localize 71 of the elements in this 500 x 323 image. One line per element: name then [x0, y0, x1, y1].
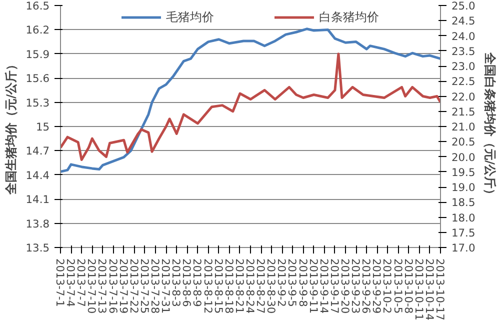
x-tick-label: 2013-7-13 — [96, 258, 109, 314]
x-tick-label: 2013-7-16 — [106, 258, 120, 314]
y2-tick-label: 22.0 — [452, 90, 476, 104]
x-tick-label: 2013-8-6 — [180, 258, 194, 308]
x-tick-label: 2013-9-11 — [306, 258, 320, 314]
x-tick-label: 2013-10-8 — [402, 258, 415, 314]
x-tick-label: 2013-8-21 — [232, 258, 246, 314]
legend-label: 毛猪均价 — [166, 8, 214, 26]
x-tick-label: 2013-8-9 — [190, 258, 204, 308]
y2-tick-label: 24.0 — [452, 30, 476, 43]
x-tick-label: 2013-8-27 — [254, 258, 268, 314]
x-tick-label: 2013-9-26 — [360, 258, 373, 314]
y-tick-label: 13.5 — [26, 242, 50, 254]
y-tick-label: 13.8 — [26, 217, 50, 230]
x-tick-label: 2013-7-4 — [64, 258, 78, 308]
y2-tick-label: 21.5 — [452, 105, 476, 118]
x-tick-label: 2013-10-11 — [412, 258, 426, 320]
y2-tick-label: 18.0 — [452, 211, 476, 224]
x-tick-label: 2013-9-5 — [286, 258, 299, 307]
x-tick-label: 2013-9-17 — [328, 258, 341, 314]
y-tick-label: 14.7 — [26, 144, 50, 158]
x-tick-label: 2013-8-15 — [212, 258, 225, 314]
x-tick-label: 2013-9-23 — [349, 258, 362, 314]
x-tick-label: 2013-8-18 — [222, 258, 236, 314]
x-tick-label: 2013-8-24 — [244, 258, 256, 314]
y-tick-label: 16.5 — [26, 0, 50, 12]
y2-tick-label: 19.5 — [452, 166, 476, 179]
y-tick-label: 16.2 — [26, 24, 50, 37]
x-tick-label: 2013-7-19 — [116, 258, 130, 314]
x-tick-label: 2013-7-28 — [148, 258, 162, 314]
x-tick-label: 2013-8-12 — [201, 258, 214, 314]
y2-tick-label: 20.5 — [452, 136, 476, 149]
y2-tick-label: 19.0 — [452, 181, 476, 194]
x-tick-label: 2013-10-2 — [380, 258, 394, 314]
y-tick-label: 15.3 — [26, 96, 50, 110]
x-tick-label: 2013-10-17 — [434, 258, 446, 320]
x-tick-label: 2013-8-3 — [170, 258, 183, 307]
y2-tick-label: 25.0 — [452, 0, 476, 12]
y-tick-label: 15 — [36, 120, 50, 134]
x-tick-label: 2013-9-29 — [370, 258, 384, 314]
y-tick-label: 14.1 — [26, 193, 50, 206]
x-tick-label: 2013-7-22 — [127, 258, 140, 314]
x-tick-label: 2013-10-5 — [391, 258, 404, 314]
x-tick-label: 2013-9-14 — [317, 258, 330, 314]
y2-tick-label: 17.0 — [452, 242, 476, 254]
x-tick-label: 2013-7-25 — [138, 258, 151, 314]
y2-tick-label: 18.5 — [452, 196, 476, 210]
y2-tick-label: 23.0 — [452, 60, 476, 73]
x-tick-label: 2013-9-8 — [296, 258, 310, 308]
y-tick-label: 14.4 — [26, 168, 50, 182]
x-tick-label: 2013-9-20 — [338, 258, 352, 314]
y2-tick-label: 20.0 — [452, 150, 476, 164]
x-tick-label: 2013-7-10 — [85, 258, 98, 314]
x-tick-label: 2013-7-31 — [159, 258, 172, 314]
x-tick-label: 2013-7-1 — [54, 258, 66, 307]
y-axis-title: 全国生猪均价（元/公斤） — [4, 58, 18, 196]
y-tick-label: 15.9 — [26, 48, 50, 61]
x-tick-label: 2013-7-7 — [74, 258, 88, 307]
y2-tick-label: 24.5 — [452, 14, 476, 28]
x-tick-label: 2013-9-2 — [275, 258, 288, 307]
line-series — [60, 52, 440, 162]
y2-tick-label: 22.5 — [452, 75, 476, 88]
line-series — [60, 28, 440, 173]
legend-label: 白条猪均价 — [319, 8, 379, 26]
y2-tick-label: 17.5 — [452, 226, 476, 240]
y2-axis-title: 全国白条猪均价（元/公斤） — [483, 51, 498, 201]
x-tick-label: 2013-10-14 — [422, 258, 436, 321]
y2-tick-label: 21.0 — [452, 120, 476, 134]
y-tick-label: 15.6 — [26, 72, 50, 86]
y2-tick-label: 23.5 — [452, 44, 476, 58]
x-tick-label: 2013-8-30 — [264, 258, 278, 314]
